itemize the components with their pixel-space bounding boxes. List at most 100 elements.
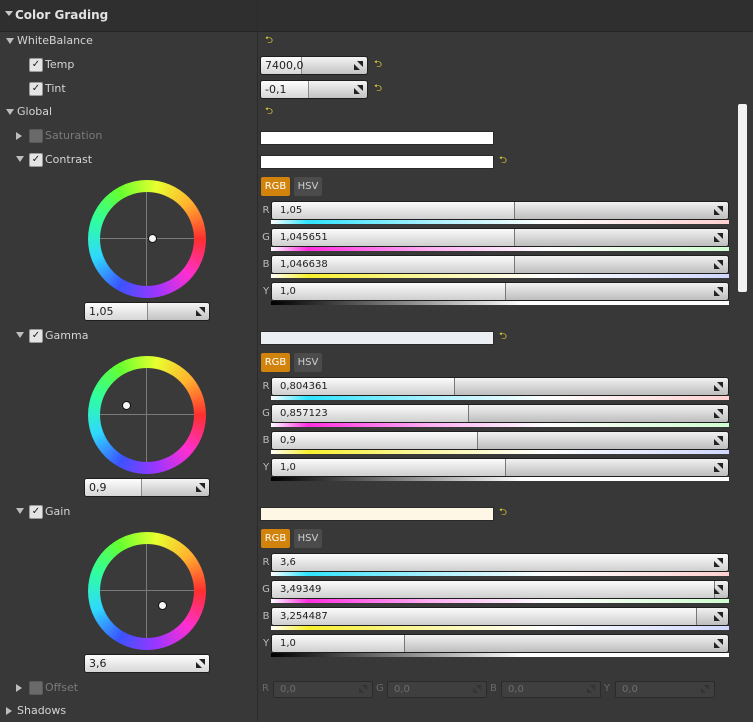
channel-label: G [376, 683, 384, 694]
gamma-wheel-value: 0,9 [89, 481, 107, 494]
drag-spin-icon[interactable] [353, 84, 364, 95]
row-contrast: ✓ Contrast [0, 149, 257, 171]
gamma-wheel-input[interactable]: 0,9 [84, 478, 210, 497]
expand-arrow-icon[interactable] [16, 508, 24, 514]
channel-label: B [490, 683, 497, 694]
channel-slider-g[interactable]: 3,49349 [271, 580, 729, 599]
drag-spin-icon[interactable] [472, 684, 482, 694]
expand-arrow-icon[interactable] [16, 156, 24, 162]
drag-spin-icon[interactable] [713, 462, 724, 473]
tab-rgb[interactable]: RGB [261, 177, 290, 196]
row-gain: ✓ Gain [0, 501, 257, 523]
drag-spin-icon[interactable] [586, 684, 596, 694]
offset-b-input[interactable]: 0,0 [501, 681, 601, 698]
wheel-handle[interactable] [158, 601, 167, 610]
expand-arrow-icon[interactable] [16, 684, 22, 692]
contrast-color-swatch[interactable] [260, 155, 494, 169]
channel-slider-y[interactable]: 1,0 [271, 634, 729, 653]
channel-slider-r[interactable]: 1,05 [271, 201, 729, 220]
contrast-color-wheel[interactable] [88, 180, 206, 298]
saturation-checkbox[interactable] [29, 129, 43, 143]
saturation-color-swatch[interactable] [260, 131, 494, 145]
wheel-crosshair [146, 192, 147, 286]
drag-spin-icon[interactable] [713, 259, 724, 270]
gain-checkbox[interactable]: ✓ [29, 505, 43, 519]
gain-color-swatch[interactable] [260, 507, 494, 521]
expand-arrow-icon[interactable] [6, 707, 12, 715]
gain-wheel-input[interactable]: 3,6 [84, 654, 210, 673]
drag-spin-icon[interactable] [713, 205, 724, 216]
wheel-crosshair [146, 544, 147, 638]
drag-spin-icon[interactable] [713, 286, 724, 297]
drag-spin-icon[interactable] [713, 435, 724, 446]
reset-icon[interactable]: ⮌ [265, 35, 274, 46]
channel-slider-r[interactable]: 3,6 [271, 553, 729, 572]
temp-input[interactable]: 7400,0 [260, 56, 368, 75]
contrast-wheel-input[interactable]: 1,05 [84, 302, 210, 321]
offset-g-input[interactable]: 0,0 [387, 681, 487, 698]
drag-spin-icon[interactable] [713, 584, 724, 595]
channel-slider-b[interactable]: 3,254487 [271, 607, 729, 626]
channel-slider-y[interactable]: 1,0 [271, 282, 729, 301]
channel-slider-r[interactable]: 0,804361 [271, 377, 729, 396]
channel-label: R [262, 381, 270, 392]
gamma-checkbox[interactable]: ✓ [29, 329, 43, 343]
tint-input[interactable]: -0,1 [260, 80, 368, 99]
expand-arrow-icon[interactable] [16, 332, 24, 338]
reset-icon[interactable]: ⮌ [265, 106, 274, 117]
drag-spin-icon[interactable] [713, 381, 724, 392]
section-header[interactable]: Color Grading [0, 0, 753, 32]
drag-spin-icon[interactable] [713, 638, 724, 649]
drag-spin-icon[interactable] [195, 482, 206, 493]
gain-color-wheel[interactable] [88, 532, 206, 650]
column-splitter[interactable] [257, 0, 258, 721]
drag-spin-icon[interactable] [713, 557, 724, 568]
drag-spin-icon[interactable] [713, 232, 724, 243]
reset-icon[interactable]: ⮌ [374, 59, 383, 70]
reset-icon[interactable]: ⮌ [499, 155, 508, 166]
channel-label: B [262, 435, 270, 446]
wheel-handle[interactable] [122, 401, 131, 410]
expand-arrow-icon[interactable] [16, 132, 22, 140]
contrast-checkbox[interactable]: ✓ [29, 153, 43, 167]
tint-checkbox[interactable]: ✓ [29, 82, 43, 96]
drag-spin-icon[interactable] [353, 60, 364, 71]
tab-hsv[interactable]: HSV [294, 529, 322, 548]
reset-icon[interactable]: ⮌ [374, 83, 383, 94]
channel-label: G [262, 584, 270, 595]
channel-slider-y[interactable]: 1,0 [271, 458, 729, 477]
collapse-arrow-icon[interactable] [5, 11, 13, 16]
channel-slider-b[interactable]: 0,9 [271, 431, 729, 450]
tab-rgb[interactable]: RGB [261, 353, 290, 372]
expand-arrow-icon[interactable] [6, 38, 14, 44]
offset-checkbox[interactable] [29, 681, 43, 695]
drag-spin-icon[interactable] [195, 306, 206, 317]
row-shadows: Shadows [0, 700, 257, 722]
tab-hsv[interactable]: HSV [294, 177, 322, 196]
channel-slider-b[interactable]: 1,046638 [271, 255, 729, 274]
channel-label: Y [262, 286, 270, 297]
offset-r-input[interactable]: 0,0 [273, 681, 373, 698]
slider-fill [272, 229, 515, 246]
offset-y-input[interactable]: 0,0 [615, 681, 715, 698]
drag-spin-icon[interactable] [713, 611, 724, 622]
vertical-scrollbar-thumb[interactable] [738, 104, 747, 292]
channel-value: 1,0 [280, 638, 296, 649]
temp-checkbox[interactable]: ✓ [29, 58, 43, 72]
expand-arrow-icon[interactable] [6, 109, 14, 115]
tab-hsv[interactable]: HSV [294, 353, 322, 372]
channel-label: R [262, 683, 269, 694]
channel-slider-g[interactable]: 0,857123 [271, 404, 729, 423]
drag-spin-icon[interactable] [195, 658, 206, 669]
tab-rgb[interactable]: RGB [261, 529, 290, 548]
gamma-color-wheel[interactable] [88, 356, 206, 474]
channel-gradient [271, 599, 729, 603]
reset-icon[interactable]: ⮌ [499, 507, 508, 518]
drag-spin-icon[interactable] [358, 684, 368, 694]
reset-icon[interactable]: ⮌ [499, 331, 508, 342]
channel-slider-g[interactable]: 1,045651 [271, 228, 729, 247]
gamma-color-swatch[interactable] [260, 331, 494, 345]
wheel-handle[interactable] [148, 234, 157, 243]
drag-spin-icon[interactable] [700, 684, 710, 694]
drag-spin-icon[interactable] [713, 408, 724, 419]
